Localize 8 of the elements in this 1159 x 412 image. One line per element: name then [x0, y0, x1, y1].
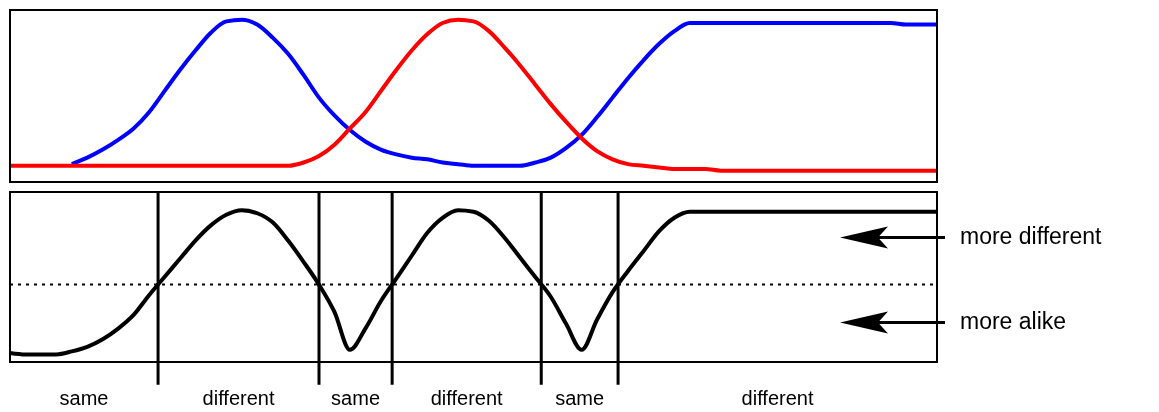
text: different — [430, 387, 504, 410]
text: same — [59, 387, 109, 410]
text: same — [555, 387, 605, 410]
text: different — [202, 387, 275, 410]
text: same — [331, 387, 381, 410]
text: more different — [960, 222, 1103, 249]
text: more alike — [960, 307, 1067, 334]
text: different — [741, 387, 814, 410]
